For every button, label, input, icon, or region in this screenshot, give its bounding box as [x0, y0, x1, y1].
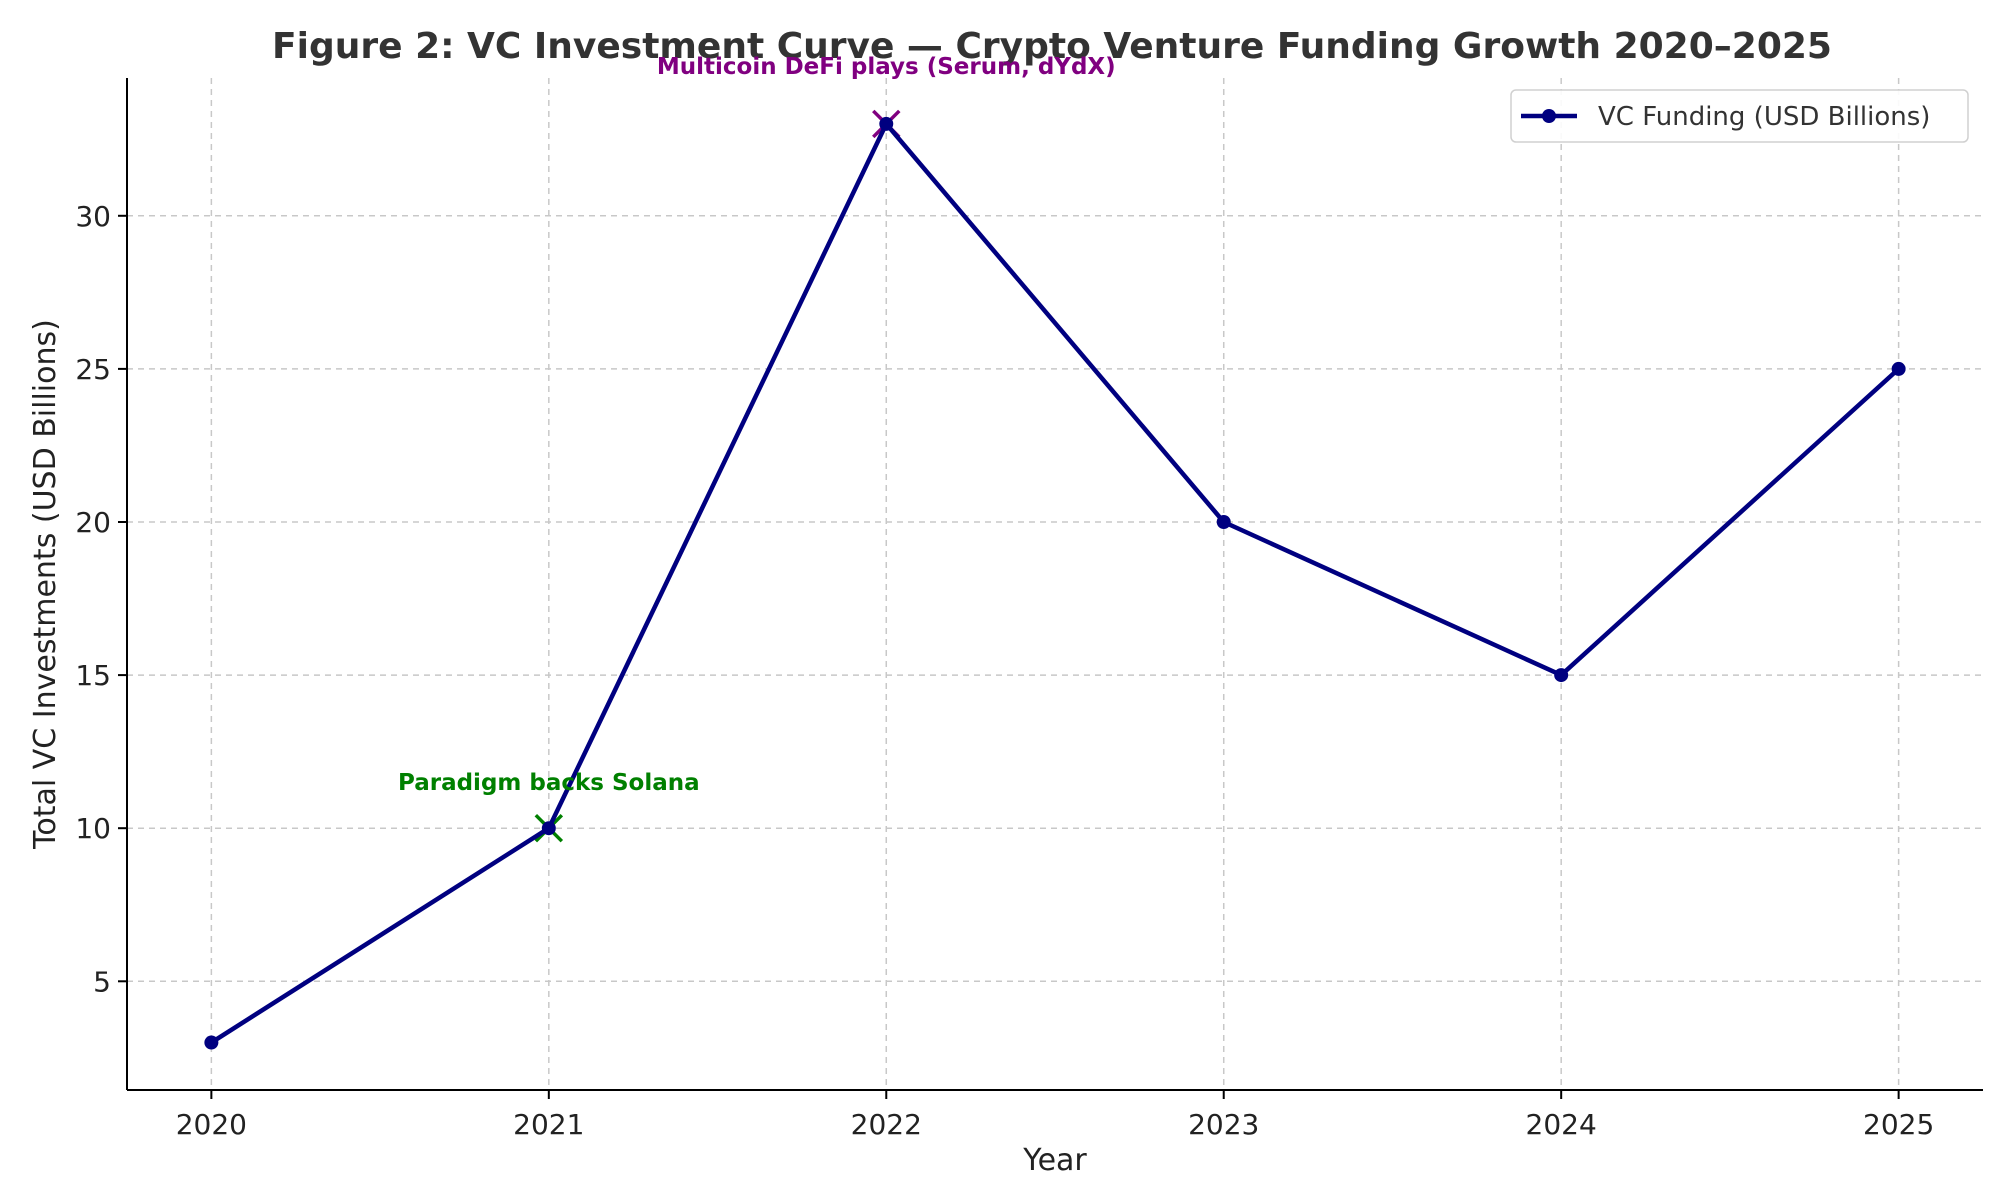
annotation-labels: Paradigm backs Solana Multicoin DeFi play… — [398, 54, 1116, 796]
y-tick-label-5: 5 — [93, 965, 111, 998]
y-tick-label-30: 30 — [75, 200, 111, 233]
x-axis-label: Year — [1022, 1143, 1087, 1178]
x-tick-label-2025: 2025 — [1863, 1108, 1934, 1141]
data-point-2022 — [879, 116, 894, 131]
x-tick-label-2022: 2022 — [851, 1108, 922, 1141]
legend-entry-vc-funding: VC Funding (USD Billions) — [1598, 102, 1930, 132]
legend-marker-swatch — [1542, 109, 1556, 123]
legend-box — [1510, 89, 1969, 143]
data-point-2020 — [204, 1035, 219, 1050]
data-point-2025 — [1891, 361, 1906, 376]
chart-title: Figure 2: VC Investment Curve — Crypto V… — [272, 26, 1832, 67]
grid-lines — [127, 78, 1983, 1090]
annotation-label-2: Multicoin DeFi plays (Serum, dYdX) — [657, 54, 1116, 80]
y-tick-label-15: 15 — [75, 659, 111, 692]
data-point-2023 — [1216, 514, 1231, 529]
legend: VC Funding (USD Billions) — [1510, 89, 1969, 143]
series-layer — [204, 116, 1906, 1050]
y-tick-label-10: 10 — [75, 812, 111, 845]
x-tick-label-2021: 2021 — [513, 1108, 584, 1141]
series-line-1 — [209, 121, 1901, 1045]
axes-spines — [126, 78, 1983, 1091]
data-point-2021 — [541, 821, 556, 836]
annotation-label-1: Paradigm backs Solana — [398, 770, 700, 796]
y-tick-label-25: 25 — [75, 353, 111, 386]
y-axis-label: Total VC Investments (USD Billions) — [28, 319, 63, 850]
data-point-2024 — [1554, 668, 1569, 683]
x-tick-label-2020: 2020 — [176, 1108, 247, 1141]
y-tick-label-20: 20 — [75, 506, 111, 539]
x-tick-label-2023: 2023 — [1188, 1108, 1259, 1141]
x-tick-label-2024: 2024 — [1526, 1108, 1597, 1141]
